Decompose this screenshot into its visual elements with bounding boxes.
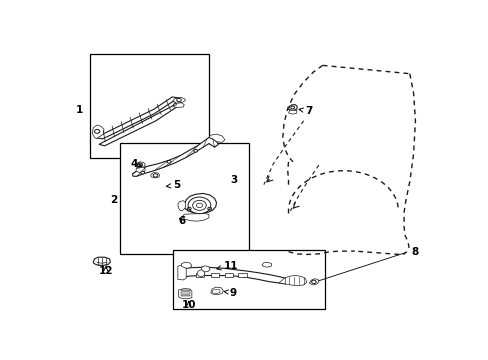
Text: 12: 12 — [99, 266, 113, 276]
Text: 4: 4 — [130, 159, 142, 169]
Polygon shape — [92, 125, 104, 139]
Polygon shape — [181, 262, 191, 268]
Polygon shape — [97, 97, 178, 146]
Polygon shape — [182, 213, 208, 221]
Polygon shape — [279, 275, 306, 286]
Circle shape — [188, 197, 210, 214]
Polygon shape — [212, 289, 220, 293]
Polygon shape — [224, 273, 233, 276]
Polygon shape — [309, 279, 318, 285]
Circle shape — [137, 163, 142, 167]
Polygon shape — [135, 162, 145, 168]
Circle shape — [153, 174, 158, 177]
Text: 10: 10 — [181, 300, 196, 310]
Circle shape — [193, 149, 197, 152]
Circle shape — [311, 280, 316, 284]
Text: 7: 7 — [299, 106, 312, 116]
Bar — [173, 250, 324, 309]
Bar — [120, 143, 248, 254]
Circle shape — [94, 129, 100, 133]
Bar — [89, 54, 208, 158]
Polygon shape — [132, 138, 218, 176]
Polygon shape — [151, 173, 159, 178]
Polygon shape — [195, 273, 203, 276]
Circle shape — [141, 171, 144, 174]
Circle shape — [196, 203, 202, 208]
Text: 8: 8 — [411, 247, 418, 257]
Polygon shape — [208, 134, 224, 143]
Polygon shape — [93, 257, 110, 266]
Polygon shape — [178, 201, 185, 211]
Text: 9: 9 — [224, 288, 237, 298]
Polygon shape — [178, 288, 191, 299]
Circle shape — [176, 98, 181, 102]
Circle shape — [192, 201, 206, 210]
Polygon shape — [184, 193, 216, 213]
Polygon shape — [173, 97, 185, 103]
Polygon shape — [180, 267, 284, 284]
Polygon shape — [180, 294, 189, 296]
Text: 11: 11 — [216, 261, 238, 270]
Polygon shape — [210, 287, 223, 294]
Polygon shape — [288, 105, 297, 110]
Polygon shape — [180, 290, 189, 291]
Circle shape — [290, 106, 294, 109]
Polygon shape — [238, 273, 246, 276]
Polygon shape — [262, 262, 271, 267]
Polygon shape — [210, 273, 219, 276]
Polygon shape — [173, 103, 184, 108]
Text: 5: 5 — [166, 180, 180, 190]
Text: 3: 3 — [229, 175, 237, 185]
Text: 2: 2 — [110, 195, 117, 205]
Polygon shape — [288, 110, 296, 114]
Text: 6: 6 — [179, 216, 185, 226]
Polygon shape — [178, 265, 186, 280]
Polygon shape — [196, 270, 204, 276]
Polygon shape — [180, 292, 189, 293]
Circle shape — [167, 161, 171, 163]
Text: 1: 1 — [76, 105, 83, 115]
Polygon shape — [201, 266, 210, 272]
Polygon shape — [136, 167, 145, 173]
